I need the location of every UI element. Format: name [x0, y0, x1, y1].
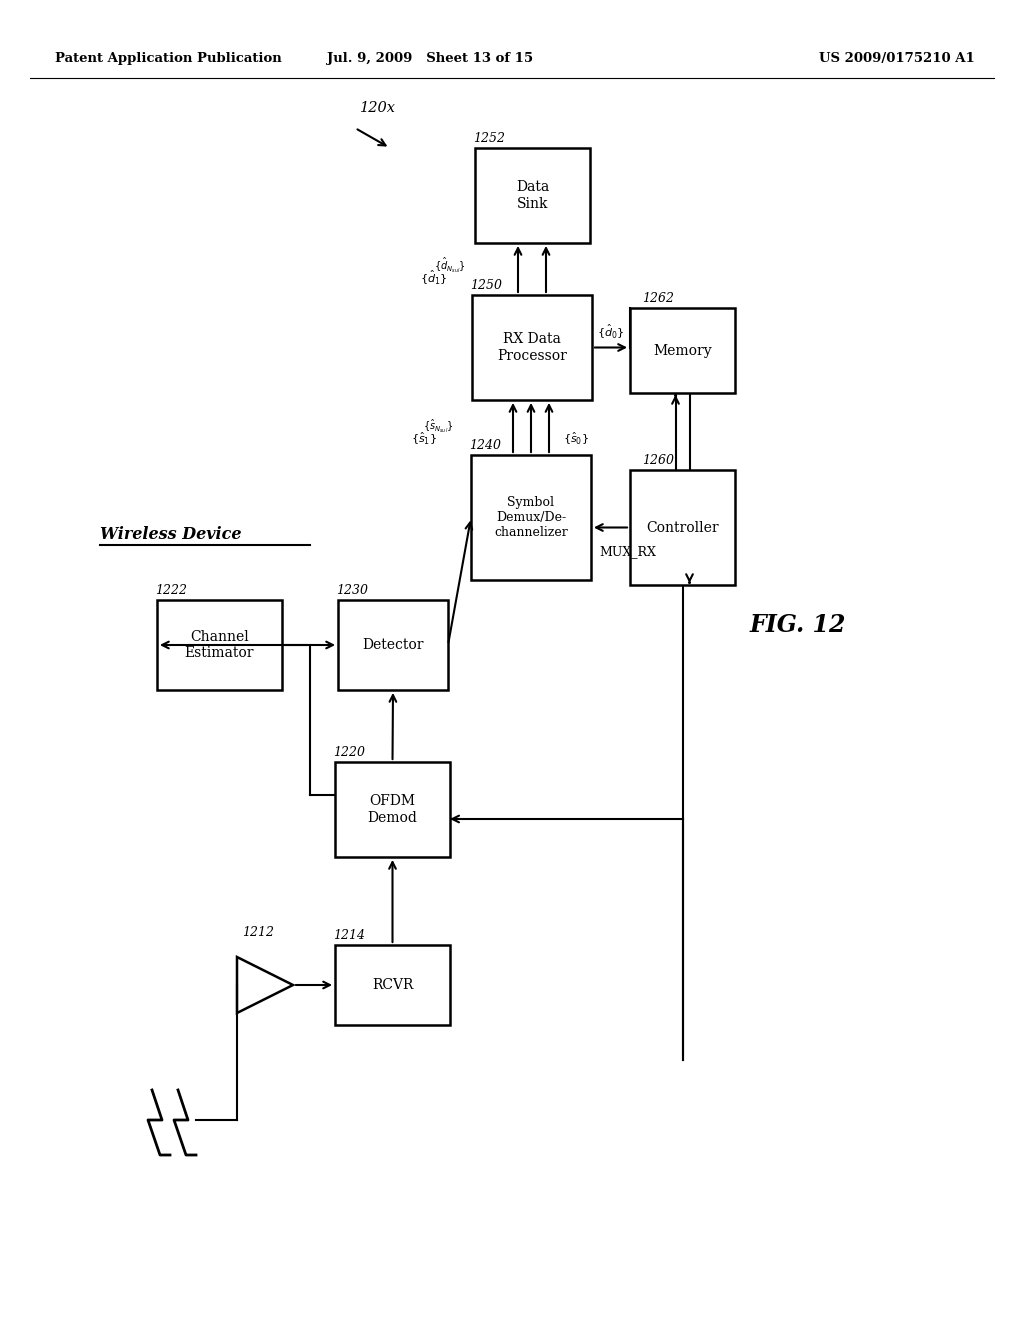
Bar [472, 294, 592, 400]
Text: $\{\hat{s}_{N_{sul}}\}$: $\{\hat{s}_{N_{sul}}\}$ [423, 417, 454, 436]
Text: Patent Application Publication: Patent Application Publication [55, 51, 282, 65]
Text: OFDM
Demod: OFDM Demod [368, 795, 418, 825]
Text: $\{\hat{d}_0\}$: $\{\hat{d}_0\}$ [597, 322, 625, 341]
Text: $\{\hat{s}_0\}$: $\{\hat{s}_0\}$ [563, 430, 589, 447]
Text: Memory: Memory [653, 343, 712, 358]
Text: 1260: 1260 [642, 454, 674, 467]
Text: Data
Sink: Data Sink [516, 181, 549, 211]
Text: Controller: Controller [646, 520, 719, 535]
Text: 1250: 1250 [470, 279, 502, 292]
Bar [475, 148, 590, 243]
Bar [471, 455, 591, 579]
Text: FIG. 12: FIG. 12 [750, 612, 847, 638]
Text: MUX_RX: MUX_RX [599, 545, 656, 558]
Text: $\{\hat{d}_{N_{sul}}\}$: $\{\hat{d}_{N_{sul}}\}$ [434, 256, 466, 275]
Bar [338, 601, 449, 690]
Text: 1240: 1240 [469, 440, 501, 451]
Text: 1222: 1222 [155, 583, 187, 597]
Text: 1214: 1214 [333, 929, 365, 942]
Text: Detector: Detector [362, 638, 424, 652]
Text: Channel
Estimator: Channel Estimator [184, 630, 254, 660]
Text: Wireless Device: Wireless Device [100, 525, 242, 543]
Bar [630, 470, 735, 585]
Text: Symbol
Demux/De-
channelizer: Symbol Demux/De- channelizer [495, 496, 568, 539]
Text: RCVR: RCVR [372, 978, 414, 993]
Bar [157, 601, 282, 690]
Text: 1212: 1212 [242, 927, 274, 939]
Bar [335, 762, 450, 857]
Text: Jul. 9, 2009   Sheet 13 of 15: Jul. 9, 2009 Sheet 13 of 15 [327, 51, 534, 65]
Text: US 2009/0175210 A1: US 2009/0175210 A1 [819, 51, 975, 65]
Text: 1262: 1262 [642, 292, 674, 305]
Text: RX Data
Processor: RX Data Processor [497, 333, 567, 363]
Text: $\{\hat{d}_1\}$: $\{\hat{d}_1\}$ [420, 269, 447, 286]
Text: 1252: 1252 [473, 132, 505, 145]
Bar [335, 945, 450, 1026]
Text: 1230: 1230 [336, 583, 368, 597]
Text: $\{\hat{s}_1\}$: $\{\hat{s}_1\}$ [411, 430, 437, 447]
Text: 120x: 120x [360, 102, 396, 115]
Text: 1220: 1220 [333, 746, 365, 759]
Bar [630, 308, 735, 393]
